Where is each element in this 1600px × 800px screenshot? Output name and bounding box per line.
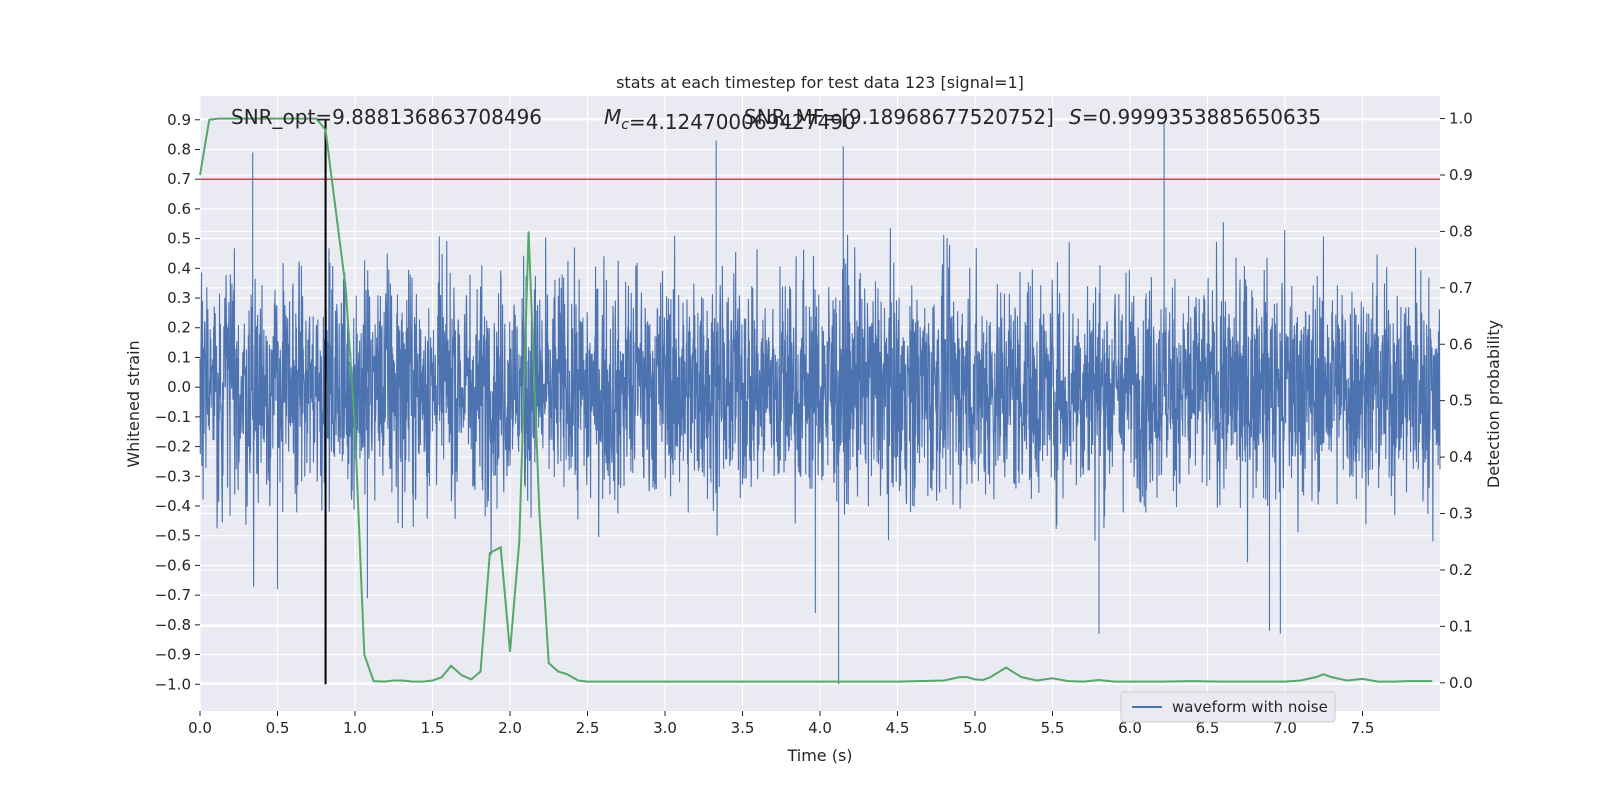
y-tick-label-right: 0.4 [1449, 448, 1473, 466]
y-tick-label-left: −0.9 [155, 646, 191, 664]
y-tick-label-left: 0.8 [167, 140, 191, 158]
annotation-snr-mf: SNR_MF=[9.18968677520752] [744, 105, 1054, 129]
y-tick-label-left: 0.9 [167, 111, 191, 129]
annotation-s: S=0.9999353885650635 [1069, 105, 1321, 129]
y-tick-label-right: 0.6 [1449, 335, 1473, 353]
y-tick-label-left: −0.7 [155, 586, 191, 604]
x-tick-label: 0.0 [188, 719, 212, 737]
waveform-line [199, 122, 1441, 685]
x-tick-label: 7.0 [1273, 719, 1297, 737]
y-tick-label-left: 0.2 [167, 319, 191, 337]
annotation-snr-opt: SNR_opt=9.888136863708496 [231, 105, 542, 129]
y-tick-label-left: 0.4 [167, 259, 191, 277]
y-tick-label-right: 0.5 [1449, 392, 1473, 410]
x-tick-label: 6.5 [1196, 719, 1220, 737]
ticks: 0.0 0.5 1.0 1.5 2.0 2.5 3.0 3.5 4.0 4.5 5.0 5.5 6.0 6… [155, 110, 1473, 737]
x-tick-label: 2.5 [576, 719, 600, 737]
x-tick-label: 1.0 [343, 719, 367, 737]
x-tick-label: 1.5 [421, 719, 445, 737]
x-tick-label: 3.0 [653, 719, 677, 737]
legend-entry: waveform with noise [1172, 698, 1328, 716]
y-tick-label-right: 1.0 [1449, 110, 1473, 128]
y-tick-label-left: −1.0 [155, 675, 191, 693]
probability-series [199, 117, 1433, 683]
y-tick-label-left: −0.4 [155, 497, 191, 515]
x-tick-label: 5.0 [963, 719, 987, 737]
y-tick-label-left: 0.7 [167, 170, 191, 188]
x-tick-label: 4.5 [886, 719, 910, 737]
x-tick-label: 6.0 [1118, 719, 1142, 737]
x-tick-label: 3.5 [731, 719, 755, 737]
y-tick-label-left: 0.5 [167, 230, 191, 248]
legend: waveform with noise [1120, 691, 1336, 723]
y-tick-label-right: 0.2 [1449, 561, 1473, 579]
y-tick-label-left: 0.6 [167, 200, 191, 218]
y-tick-label-left: −0.1 [155, 408, 191, 426]
y-tick-label-right: 0.7 [1449, 279, 1473, 297]
y-tick-label-left: −0.6 [155, 556, 191, 574]
x-tick-label: 0.5 [266, 719, 290, 737]
x-tick-label: 2.0 [498, 719, 522, 737]
y-tick-label-right: 0.3 [1449, 505, 1473, 523]
y-tick-label-left: −0.8 [155, 616, 191, 634]
x-tick-label: 5.5 [1041, 719, 1065, 737]
y-tick-label-left: 0.1 [167, 348, 191, 366]
chart-title: stats at each timestep for test data 123… [616, 73, 1024, 92]
x-tick-label: 7.5 [1351, 719, 1375, 737]
y-tick-label-left: 0.0 [167, 378, 191, 396]
y-tick-label-left: −0.2 [155, 438, 191, 456]
y-tick-label-right: 0.1 [1449, 617, 1473, 635]
legend-box [1120, 691, 1336, 723]
y-axis-label-left: Whitened strain [124, 340, 143, 467]
waveform-series [199, 122, 1441, 685]
y-tick-label-left: 0.3 [167, 289, 191, 307]
x-axis-label: Time (s) [786, 746, 852, 765]
overlay-lines [200, 119, 1440, 685]
probability-line [199, 117, 1433, 683]
y-axis-label-right: Detection probability [1484, 320, 1503, 488]
x-tick-label: 4.0 [808, 719, 832, 737]
y-tick-label-left: −0.5 [155, 527, 191, 545]
y-tick-label-right: 0.0 [1449, 674, 1473, 692]
annotation-chirp-mass: Mc=4.124700069427490 [604, 105, 856, 134]
y-tick-label-left: −0.3 [155, 467, 191, 485]
y-tick-label-right: 0.9 [1449, 166, 1473, 184]
y-tick-label-right: 0.8 [1449, 222, 1473, 240]
